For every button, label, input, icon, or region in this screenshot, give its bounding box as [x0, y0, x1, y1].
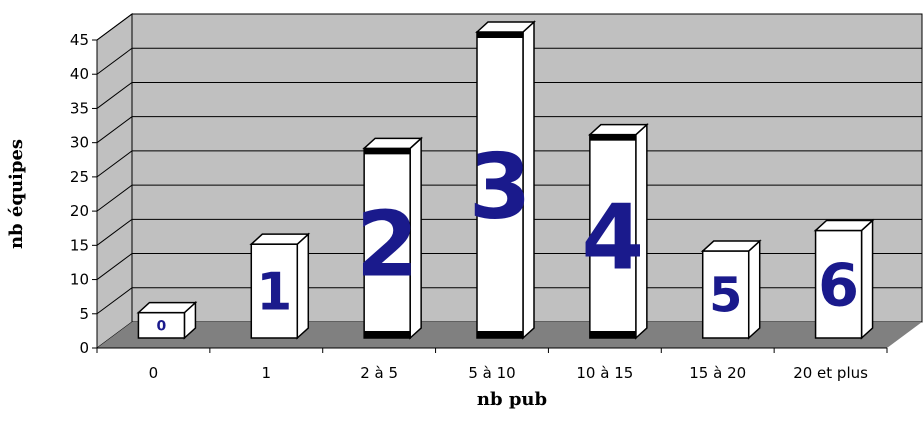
bar: 1: [249, 232, 311, 340]
bar-front-face: [814, 229, 863, 339]
bar-bottom-band: [364, 331, 411, 338]
gridline: [96, 218, 922, 246]
bar-label: 0: [157, 318, 167, 334]
bar: 5: [700, 239, 762, 340]
gridline: [96, 184, 922, 212]
bar-front-face: [137, 311, 186, 339]
bar-top-face: [700, 240, 762, 252]
x-tick-label: 5 à 10: [468, 364, 515, 382]
y-axis-title: nb équipes: [6, 139, 27, 249]
chart-bars: 0 1 23 4 5 6: [136, 20, 875, 340]
gridline: [96, 13, 922, 41]
bar-top-face: [249, 233, 311, 245]
bar-bottom-band: [589, 331, 636, 338]
y-tick-label: 0: [79, 339, 89, 357]
bar-label: 6: [818, 251, 859, 320]
y-tick-label: 5: [79, 305, 89, 323]
bar-top-band: [477, 32, 523, 38]
y-tick-label: 40: [70, 65, 89, 83]
y-tick-label: 45: [70, 31, 89, 49]
x-tick-label: 15 à 20: [689, 364, 746, 382]
y-tick-label: 20: [70, 202, 89, 220]
y-tick-label: 35: [70, 99, 89, 117]
bar-side-face: [747, 239, 761, 340]
bar-label: 4: [582, 186, 645, 291]
bar: 4: [582, 122, 649, 340]
x-tick-label: 20 et plus: [793, 364, 868, 382]
bar-label: 1: [256, 263, 292, 323]
y-axis-ticks: 0 5 10 15 20 25 30 35 40 45: [70, 31, 97, 357]
y-tick-label: 10: [70, 271, 89, 289]
bar-top-band: [364, 148, 411, 155]
gridline: [96, 287, 922, 315]
x-tick-label: 0: [149, 364, 159, 382]
chart-axes: [96, 40, 887, 349]
x-tick-label: 10 à 15: [576, 364, 633, 382]
bar: 0: [136, 300, 198, 340]
y-tick-label: 25: [70, 168, 89, 186]
bar-top-face: [587, 123, 649, 136]
bar-top-face: [813, 219, 875, 232]
x-axis-title: nb pub: [477, 389, 547, 410]
bar-label: 5: [709, 269, 742, 324]
gridline: [96, 253, 922, 280]
bar-label: 2: [356, 193, 419, 298]
bar-side-face: [296, 232, 310, 340]
y-tick-label: 30: [70, 134, 89, 152]
bar-top-band: [589, 134, 636, 141]
y-tick-label: 15: [70, 236, 89, 254]
bar-top-face: [475, 21, 536, 33]
bar-label: 3: [469, 134, 532, 239]
gridline: [96, 47, 922, 75]
bar-side-face: [860, 218, 874, 340]
x-tick-label: 2 à 5: [360, 364, 398, 382]
bar-front-face: [476, 31, 524, 339]
bar: 3: [469, 20, 536, 340]
x-tick-label: 1: [262, 364, 272, 382]
bar-front-face: [701, 250, 750, 339]
bar-top-face: [136, 301, 198, 314]
bar: 2: [356, 136, 424, 340]
bar-top-face: [362, 137, 424, 150]
chart-gridlines: [96, 13, 922, 315]
bar-bottom-band: [477, 331, 523, 338]
gridline: [96, 81, 922, 109]
gridline: [96, 150, 922, 178]
side-wall: [96, 13, 133, 349]
bar: 6: [813, 218, 875, 340]
x-axis-categories: 0 1 2 à 5 5 à 10 10 à 15 15 à 20 20 et plus: [96, 348, 888, 382]
gridline: [96, 116, 922, 144]
